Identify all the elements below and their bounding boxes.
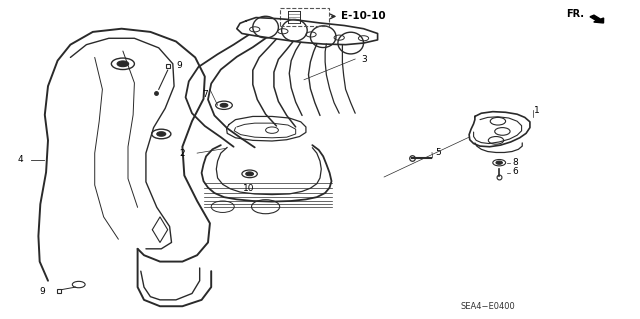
Text: 8: 8 bbox=[512, 158, 518, 167]
Text: E-10-10: E-10-10 bbox=[341, 11, 386, 21]
Circle shape bbox=[117, 61, 129, 67]
Circle shape bbox=[157, 132, 166, 136]
Text: 10: 10 bbox=[243, 184, 255, 193]
Circle shape bbox=[496, 161, 502, 164]
Text: 4: 4 bbox=[17, 155, 23, 164]
Text: 9: 9 bbox=[176, 61, 182, 70]
Text: 6: 6 bbox=[512, 167, 518, 176]
FancyArrow shape bbox=[590, 15, 604, 23]
Text: SEA4−E0400: SEA4−E0400 bbox=[461, 302, 516, 311]
Circle shape bbox=[246, 172, 253, 176]
Text: 2: 2 bbox=[179, 149, 185, 158]
Text: 7: 7 bbox=[202, 90, 208, 99]
Text: 3: 3 bbox=[362, 55, 367, 63]
Text: FR.: FR. bbox=[566, 9, 584, 19]
Text: 9: 9 bbox=[40, 287, 45, 296]
Circle shape bbox=[220, 103, 228, 107]
Text: 5: 5 bbox=[435, 148, 441, 157]
Text: 1: 1 bbox=[534, 106, 540, 115]
